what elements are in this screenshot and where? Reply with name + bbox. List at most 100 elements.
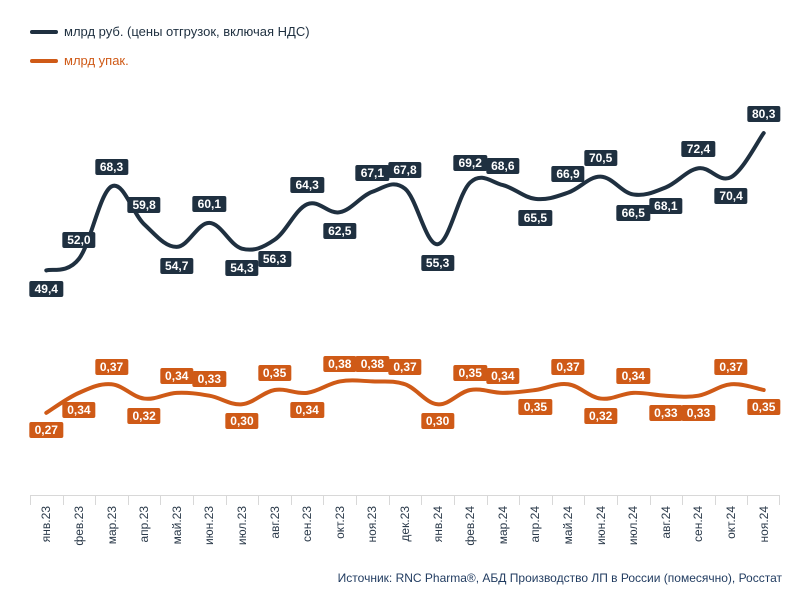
data-label: 69,2 [454, 155, 487, 171]
data-label: 56,3 [258, 251, 291, 267]
x-tick: ноя.24 [747, 496, 780, 555]
data-label: 0,32 [127, 408, 160, 424]
data-label: 0,33 [649, 405, 682, 421]
data-label: 0,34 [617, 368, 650, 384]
legend: млрд руб. (цены отгрузок, включая НДС) м… [30, 24, 310, 82]
data-label: 60,1 [193, 196, 226, 212]
legend-item-rub: млрд руб. (цены отгрузок, включая НДС) [30, 24, 310, 39]
x-tick: апр.23 [128, 496, 161, 555]
x-tick: окт.23 [323, 496, 356, 555]
chart-area: 49,452,068,359,854,760,154,356,364,362,5… [30, 90, 780, 490]
x-tick: ноя.23 [356, 496, 389, 555]
data-label: 55,3 [421, 255, 454, 271]
x-tick: янв.24 [421, 496, 454, 555]
data-label: 0,35 [454, 365, 487, 381]
x-tick: июл.24 [617, 496, 650, 555]
data-label: 0,38 [356, 356, 389, 372]
chart-svg [30, 90, 780, 490]
x-tick-label: дек.23 [398, 506, 412, 542]
data-label: 54,3 [225, 260, 258, 276]
x-tick-label: окт.23 [333, 506, 347, 539]
data-label: 52,0 [62, 232, 95, 248]
data-label: 72,4 [682, 141, 715, 157]
x-tick: сен.23 [291, 496, 324, 555]
data-label: 66,9 [551, 166, 584, 182]
data-label: 0,30 [421, 413, 454, 429]
data-label: 64,3 [290, 177, 323, 193]
data-label: 65,5 [519, 210, 552, 226]
data-label: 0,32 [584, 408, 617, 424]
x-tick-label: ноя.24 [757, 506, 771, 542]
data-label: 0,33 [193, 371, 226, 387]
data-label: 59,8 [127, 197, 160, 213]
data-label: 67,8 [388, 162, 421, 178]
source-citation: Источник: RNC Pharma®, АБД Производство … [338, 571, 782, 585]
x-tick-label: май.23 [170, 506, 184, 544]
x-tick-label: янв.24 [431, 506, 445, 542]
x-tick-label: апр.23 [137, 506, 151, 543]
data-label: 0,34 [486, 368, 519, 384]
x-tick-label: мар.24 [496, 506, 510, 544]
x-tick-label: янв.23 [39, 506, 53, 542]
data-label: 62,5 [323, 223, 356, 239]
data-label: 0,30 [225, 413, 258, 429]
data-label: 68,1 [649, 198, 682, 214]
x-tick: сен.24 [682, 496, 715, 555]
x-tick: авг.24 [650, 496, 683, 555]
x-axis: янв.23 фев.23 мар.23 апр.23 май.23 июн.23 июл.… [30, 495, 780, 555]
data-label: 0,38 [323, 356, 356, 372]
legend-swatch-pack [30, 59, 58, 63]
data-label: 70,5 [584, 150, 617, 166]
data-label: 0,34 [160, 368, 193, 384]
x-tick-label: фев.23 [72, 506, 86, 546]
x-tick: окт.24 [715, 496, 748, 555]
x-tick-label: май.24 [561, 506, 575, 544]
data-label: 70,4 [714, 188, 747, 204]
x-tick-label: апр.24 [528, 506, 542, 543]
data-label: 66,5 [617, 205, 650, 221]
x-tick: июн.23 [193, 496, 226, 555]
data-label: 0,35 [519, 399, 552, 415]
x-tick-label: окт.24 [724, 506, 738, 539]
legend-swatch-rub [30, 30, 58, 34]
x-tick-label: июл.23 [235, 506, 249, 545]
x-tick-label: июн.24 [594, 506, 608, 545]
data-label: 0,34 [62, 402, 95, 418]
data-label: 0,37 [714, 359, 747, 375]
x-tick: май.23 [160, 496, 193, 555]
x-tick: апр.24 [519, 496, 552, 555]
x-tick-label: фев.24 [463, 506, 477, 546]
x-tick: май.24 [552, 496, 585, 555]
x-tick-label: сен.23 [300, 506, 314, 542]
x-tick: июн.24 [584, 496, 617, 555]
data-label: 80,3 [747, 106, 780, 122]
x-tick-label: сен.24 [691, 506, 705, 542]
legend-item-pack: млрд упак. [30, 53, 310, 68]
data-label: 0,37 [95, 359, 128, 375]
data-label: 0,37 [551, 359, 584, 375]
data-label: 49,4 [30, 281, 63, 297]
x-tick: дек.23 [389, 496, 422, 555]
x-tick: мар.23 [95, 496, 128, 555]
x-tick: мар.24 [487, 496, 520, 555]
x-tick: июл.23 [226, 496, 259, 555]
x-tick: фев.23 [63, 496, 96, 555]
x-tick: янв.23 [30, 496, 63, 555]
x-tick-label: июн.23 [202, 506, 216, 545]
x-tick-label: июл.24 [626, 506, 640, 545]
x-tick: авг.23 [258, 496, 291, 555]
data-label: 67,1 [356, 165, 389, 181]
legend-label-rub: млрд руб. (цены отгрузок, включая НДС) [64, 24, 310, 39]
x-tick-label: авг.23 [268, 506, 282, 539]
x-tick-label: авг.24 [659, 506, 673, 539]
data-label: 0,37 [388, 359, 421, 375]
data-label: 0,33 [682, 405, 715, 421]
data-label: 0,27 [30, 422, 63, 438]
x-tick-label: мар.23 [105, 506, 119, 544]
data-label: 0,35 [747, 399, 780, 415]
data-label: 0,35 [258, 365, 291, 381]
x-tick: фев.24 [454, 496, 487, 555]
legend-label-pack: млрд упак. [64, 53, 129, 68]
data-label: 54,7 [160, 258, 193, 274]
data-label: 68,6 [486, 158, 519, 174]
